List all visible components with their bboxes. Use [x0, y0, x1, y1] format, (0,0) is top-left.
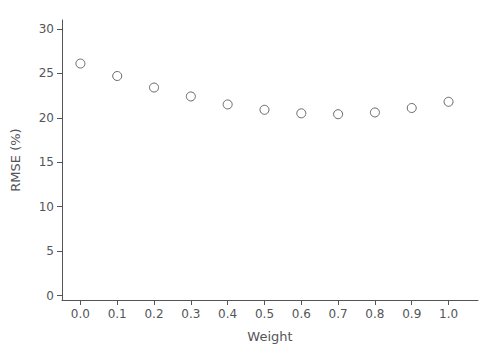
svg-text:0: 0: [46, 289, 54, 303]
svg-text:RMSE (%): RMSE (%): [8, 128, 23, 191]
svg-text:0.4: 0.4: [218, 307, 237, 321]
svg-text:0.7: 0.7: [329, 307, 348, 321]
svg-text:0.1: 0.1: [108, 307, 127, 321]
svg-text:20: 20: [39, 111, 54, 125]
svg-text:1.0: 1.0: [439, 307, 458, 321]
svg-text:0.0: 0.0: [71, 307, 90, 321]
svg-text:0.2: 0.2: [144, 307, 163, 321]
svg-text:Weight: Weight: [247, 329, 292, 344]
svg-text:0.3: 0.3: [181, 307, 200, 321]
svg-text:30: 30: [39, 22, 54, 36]
svg-text:25: 25: [39, 66, 54, 80]
svg-text:5: 5: [46, 244, 54, 258]
svg-text:0.9: 0.9: [402, 307, 421, 321]
svg-text:0.5: 0.5: [255, 307, 274, 321]
svg-text:15: 15: [39, 155, 54, 169]
svg-text:10: 10: [39, 200, 54, 214]
svg-text:0.6: 0.6: [292, 307, 311, 321]
svg-text:0.8: 0.8: [365, 307, 384, 321]
